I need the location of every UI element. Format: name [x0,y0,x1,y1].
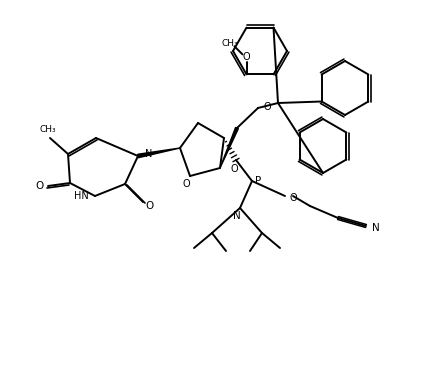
Text: O: O [290,193,297,203]
Text: O: O [145,201,153,211]
Text: O: O [243,52,250,62]
Text: N: N [372,223,380,233]
Text: CH₃: CH₃ [221,39,238,48]
Polygon shape [138,148,180,158]
Text: N: N [233,211,241,221]
Text: P: P [255,176,261,186]
Text: O: O [230,164,238,174]
Text: HN: HN [74,191,88,201]
Text: O: O [182,179,190,189]
Text: O: O [36,181,44,191]
Text: N: N [145,149,153,159]
Text: O: O [264,102,272,112]
Text: CH₃: CH₃ [40,126,56,134]
Polygon shape [220,127,238,168]
